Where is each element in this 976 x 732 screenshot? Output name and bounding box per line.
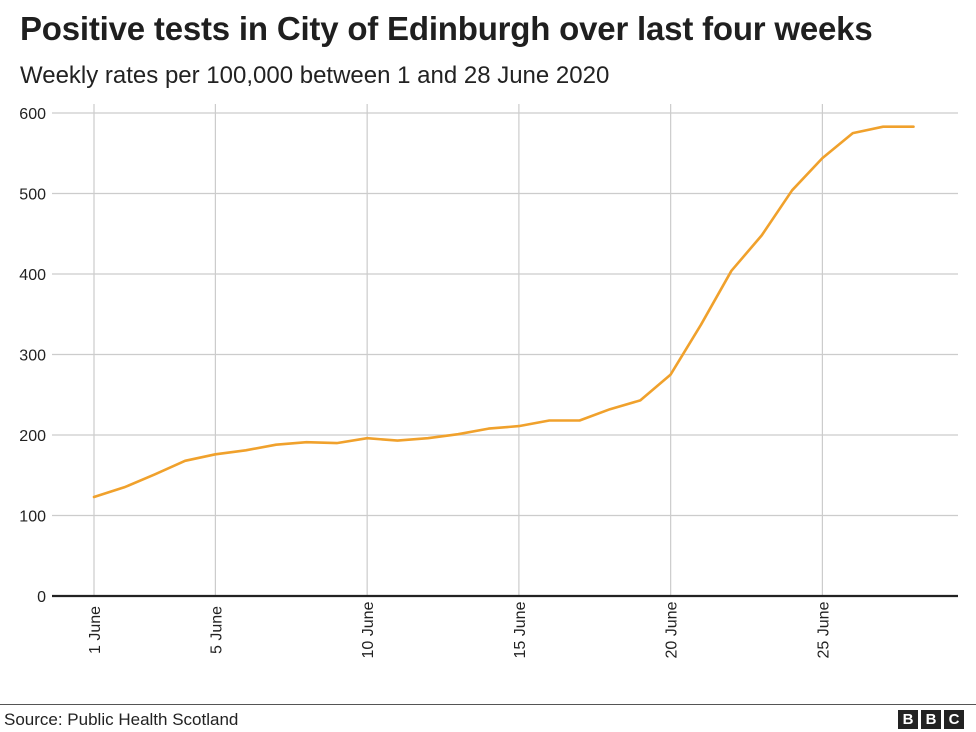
footer-divider <box>0 704 976 705</box>
logo-letter-b2: B <box>921 710 941 729</box>
chart-title: Positive tests in City of Edinburgh over… <box>20 10 873 47</box>
source-note: Source: Public Health Scotland <box>4 710 239 729</box>
x-tick-label: 1 June <box>87 606 104 654</box>
y-tick-label: 500 <box>19 187 46 204</box>
y-tick-label: 400 <box>19 267 46 284</box>
axis-layer: 1 June 5 June 10 June 15 June 20 June 25 June… <box>19 106 958 658</box>
y-tick-label: 300 <box>19 348 46 365</box>
y-tick-label: 200 <box>19 428 46 445</box>
y-tick-label: 600 <box>19 106 46 123</box>
bbc-logo: B B C <box>898 710 964 729</box>
line-chart: 1 June 5 June 10 June 15 June 20 June 25 June… <box>19 104 958 658</box>
logo-letter-c: C <box>944 710 964 729</box>
y-tick-label: 100 <box>19 509 46 526</box>
y-tick-label: 0 <box>37 589 46 606</box>
series-line <box>92 125 915 499</box>
logo-letter-b1: B <box>898 710 918 729</box>
x-tick-label: 25 June <box>815 601 832 658</box>
x-tick-label: 10 June <box>360 601 377 658</box>
x-tick-label: 15 June <box>512 601 529 658</box>
grid-layer <box>52 104 958 596</box>
x-tick-label: 5 June <box>208 606 225 654</box>
chart-subtitle: Weekly rates per 100,000 between 1 and 2… <box>20 62 610 89</box>
x-tick-label: 20 June <box>664 601 681 658</box>
series-layer <box>92 125 915 499</box>
